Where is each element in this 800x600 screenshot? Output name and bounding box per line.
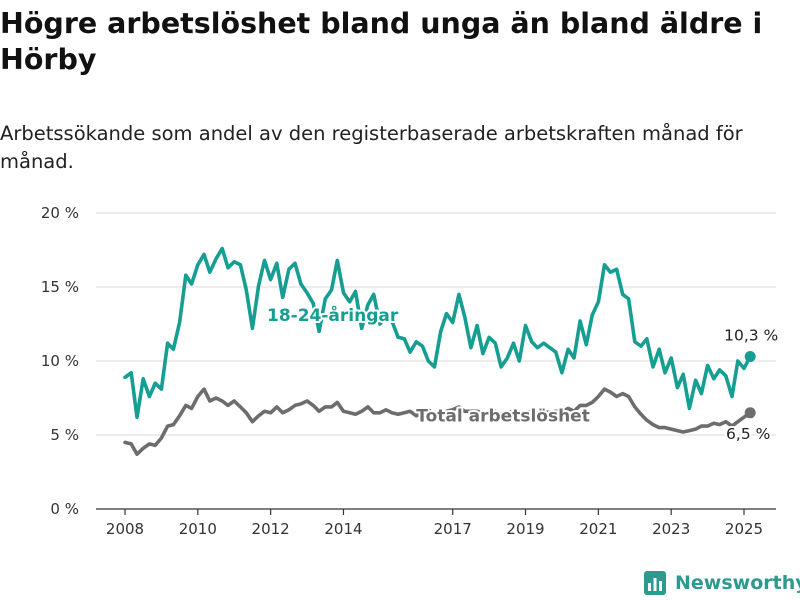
newsworthy-logo: Newsworthy (644, 568, 800, 598)
y-tick-label: 0 % (50, 500, 79, 518)
chart-title: Högre arbetslöshet bland unga än bland ä… (0, 7, 763, 76)
x-tick-label: 2008 (106, 520, 144, 538)
youth-series-label: 18-24-åringar (267, 304, 399, 326)
total-series-line (123, 387, 752, 456)
y-axis-ticks: 0 % 5 % 10 % 15 % 20 % (41, 204, 79, 518)
x-tick-label: 2025 (725, 520, 763, 538)
y-tick-label: 10 % (41, 352, 79, 370)
youth-series-line (123, 246, 752, 419)
newsworthy-logo-icon (644, 571, 666, 595)
total-end-point (744, 407, 756, 419)
x-tick-label: 2019 (506, 520, 544, 538)
y-tick-label: 20 % (41, 204, 79, 222)
y-tick-label: 5 % (50, 426, 79, 444)
x-tick-label: 2021 (579, 520, 617, 538)
total-end-value-label: 6,5 % (726, 425, 770, 443)
chart-subtitle: Arbetssökande som andel av den registerb… (0, 122, 743, 173)
series-labels: 18-24-åringar Total arbetslöshet 10,3 % 6,5… (265, 302, 780, 445)
youth-end-value-label: 10,3 % (724, 327, 778, 345)
x-tick-label: 2012 (252, 520, 290, 538)
x-tick-label: 2010 (179, 520, 217, 538)
brand-name: Newsworthy (675, 572, 800, 594)
youth-end-point (744, 351, 756, 363)
x-tick-label: 2017 (434, 520, 472, 538)
x-tick-label: 2014 (324, 520, 362, 538)
x-tick-label: 2023 (652, 520, 690, 538)
total-series-label: Total arbetslöshet (416, 407, 590, 427)
x-axis-ticks: 2008 2010 2012 2014 2017 2019 2021 2023 2025 (106, 509, 763, 538)
y-tick-label: 15 % (41, 278, 79, 296)
series-lines (123, 246, 756, 456)
